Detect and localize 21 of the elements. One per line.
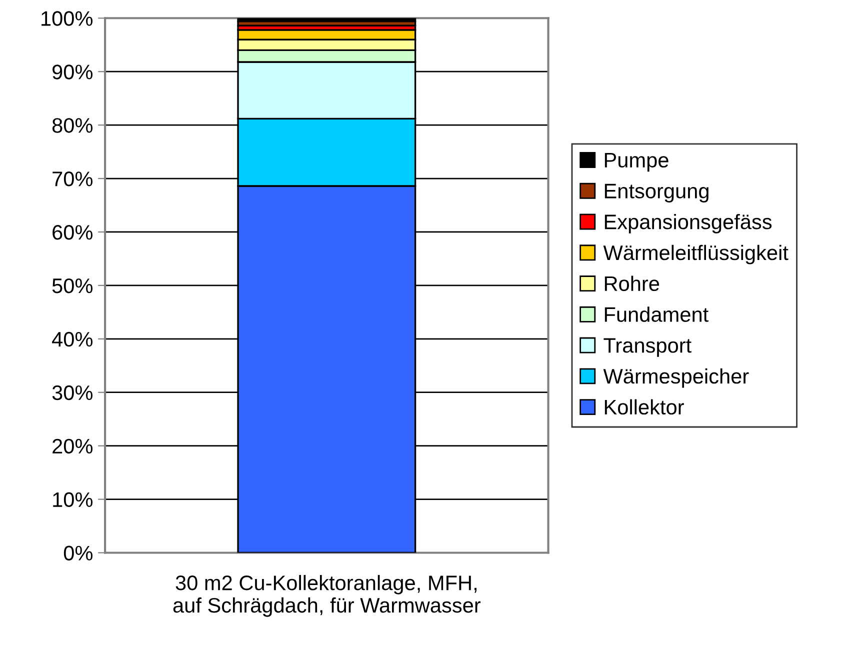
x-tick-label: 30 m2 Cu-Kollektoranlage, MFH, auf Schrägdach, für Warmwasser [173, 574, 480, 617]
y-tick-label: 100% [42, 11, 92, 26]
legend-label: Fundament [604, 306, 708, 322]
legend-label: Transport [604, 338, 692, 357]
legend-label: Wärmespeicher [603, 368, 749, 388]
y-tick-label: 90% [52, 64, 92, 80]
y-tick-label: 60% [52, 224, 92, 240]
y-tick-label: 80% [52, 118, 92, 133]
legend-label: Expansionsgefäss [604, 214, 772, 234]
y-tick-label: 0% [64, 546, 92, 560]
y-tick-label: 10% [53, 492, 92, 508]
legend-label: Pumpe [604, 152, 668, 172]
y-tick-label: 20% [52, 438, 92, 454]
y-tick-label: 40% [52, 332, 92, 347]
y-tick-label: 50% [52, 278, 92, 294]
y-tick-label: 30% [52, 385, 92, 400]
legend-label: Kollektor [604, 399, 684, 415]
legend-label: Wärmeleitflüssigkeit [603, 244, 788, 264]
y-tick-label: 70% [52, 172, 92, 186]
legend-label: Rohre [604, 276, 660, 292]
legend-label: Entsorgung [604, 184, 708, 203]
